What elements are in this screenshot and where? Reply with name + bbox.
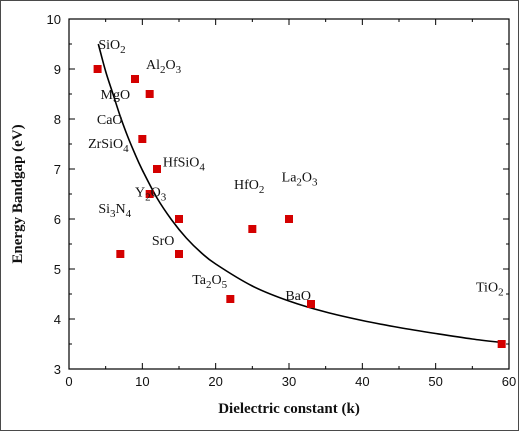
data-point (145, 90, 154, 98)
compound-label: BaO (285, 289, 311, 304)
y-tick-label: 10 (47, 12, 61, 27)
compound-label: Al2O3 (146, 58, 182, 76)
x-axis-title: Dielectric constant (k) (218, 401, 360, 417)
y-tick-label: 6 (54, 212, 61, 227)
data-point (175, 250, 183, 258)
y-tick-label: 4 (54, 312, 61, 327)
y-tick-label: 8 (54, 112, 61, 127)
x-tick-label: 20 (208, 374, 222, 389)
compound-label: SiO2 (98, 38, 125, 56)
y-tick-label: 7 (54, 162, 61, 177)
y-axis-title: Energy Bandgap (eV) (10, 124, 26, 263)
compound-label: HfSiO4 (163, 156, 206, 174)
data-point (145, 190, 154, 198)
y-tick-label: 5 (54, 262, 61, 277)
compound-label: Y2O3 (135, 186, 167, 204)
data-point (116, 250, 125, 258)
x-tick-label: 0 (65, 374, 72, 389)
y-tick-label: 9 (54, 62, 61, 77)
data-point (138, 135, 147, 143)
compound-label: MgO (101, 88, 131, 103)
compound-label: ZrSiO4 (88, 137, 129, 155)
x-tick-label: 60 (502, 374, 516, 389)
compound-label: Si3N4 (98, 202, 131, 220)
data-point (497, 340, 506, 348)
compound-label: La2O3 (282, 171, 318, 189)
trend-curve (97, 43, 502, 344)
data-points (93, 65, 506, 348)
y-tick-label: 3 (54, 362, 61, 377)
x-tick-label: 30 (282, 374, 296, 389)
compound-label: TiO2 (476, 281, 504, 299)
y-tick-labels: 3 4 5 6 7 8 9 10 (47, 12, 61, 377)
data-point (131, 75, 139, 83)
axis-ticks (68, 18, 510, 370)
data-point (153, 165, 161, 173)
compound-label: HfO2 (234, 178, 264, 196)
data-point (226, 295, 235, 303)
data-point (307, 300, 315, 308)
compound-labels: SiO2 Al2O3 MgO CaO ZrSiO4 HfSiO4 Y2O3 HfO2 La2O3… (88, 38, 503, 304)
data-point (248, 225, 257, 233)
compound-label: Ta2O5 (192, 273, 227, 291)
compound-label: SrO (152, 234, 175, 249)
data-point (285, 215, 293, 223)
x-tick-label: 10 (135, 374, 149, 389)
data-point (175, 215, 183, 223)
x-tick-labels: 0 10 20 30 40 50 60 (65, 374, 516, 389)
compound-label: CaO (97, 113, 123, 128)
data-point (93, 65, 102, 73)
x-tick-label: 50 (428, 374, 442, 389)
x-tick-label: 40 (355, 374, 369, 389)
